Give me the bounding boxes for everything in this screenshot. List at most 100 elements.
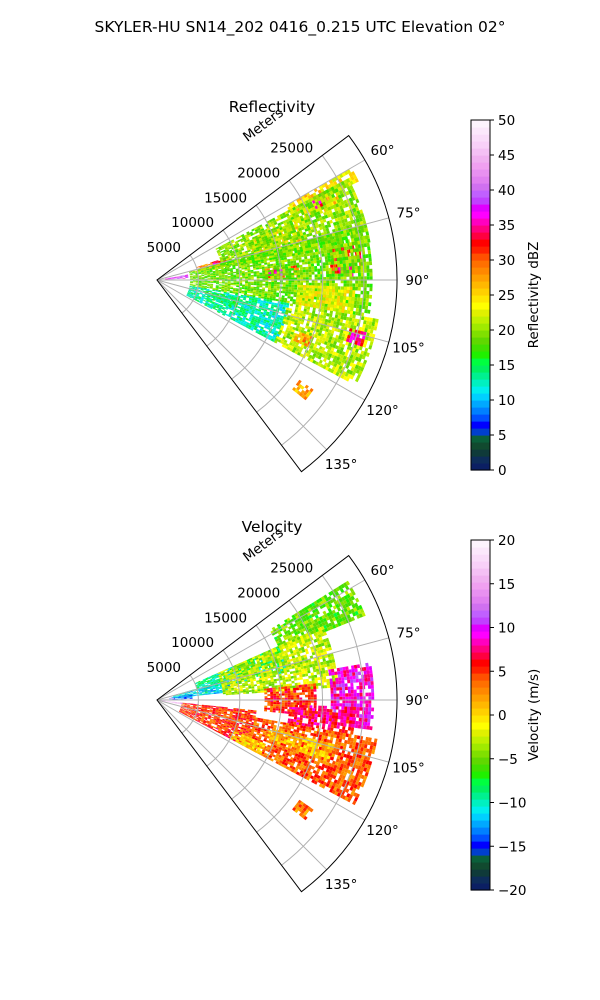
reflectivity-gate (270, 286, 274, 289)
reflectivity-gate (339, 257, 343, 261)
reflectivity-gate (215, 261, 219, 264)
reflectivity-gate (276, 292, 280, 295)
reflectivity-gate (244, 268, 248, 271)
reflectivity-gate (197, 269, 201, 271)
reflectivity-gate (339, 197, 344, 203)
reflectivity-gate (349, 269, 353, 274)
reflectivity-gate (335, 251, 339, 255)
reflectivity-gate (347, 177, 352, 182)
reflectivity-gate (211, 265, 215, 268)
reflectivity-gate (277, 230, 281, 234)
reflectivity-gate (327, 223, 332, 228)
reflectivity-colorbar-swatch (471, 127, 490, 135)
reflectivity-gate (338, 305, 343, 310)
reflectivity-gate (223, 258, 227, 261)
reflectivity-gate (267, 251, 272, 255)
reflectivity-gate (317, 193, 322, 198)
reflectivity-gate (326, 274, 330, 277)
reflectivity-gate (346, 186, 351, 191)
reflectivity-gate (333, 214, 338, 219)
reflectivity-gate (334, 273, 338, 277)
reflectivity-gate (198, 280, 202, 282)
reflectivity-gate (346, 289, 350, 294)
reflectivity-gate (329, 307, 334, 311)
reflectivity-gate (259, 239, 263, 243)
reflectivity-gate (357, 294, 361, 298)
reflectivity-gate (253, 281, 257, 284)
reflectivity-gate (368, 253, 372, 258)
reflectivity-gate (267, 245, 271, 249)
reflectivity-gate (220, 244, 224, 248)
reflectivity-gate (171, 277, 174, 279)
reflectivity-gate (341, 309, 345, 313)
reflectivity-gate (204, 273, 208, 275)
reflectivity-gate (348, 296, 352, 301)
reflectivity-gate (325, 189, 330, 194)
reflectivity-gate (285, 252, 289, 255)
reflectivity-gate (264, 235, 268, 239)
reflectivity-gate (333, 301, 337, 306)
reflectivity-gate (273, 288, 277, 291)
reflectivity-gate (328, 295, 332, 299)
reflectivity-gate (252, 261, 256, 264)
reflectivity-gate (241, 267, 245, 270)
reflectivity-gate (334, 261, 338, 265)
reflectivity-gate (296, 247, 300, 251)
reflectivity-gate (242, 259, 246, 262)
reflectivity-gate (308, 201, 313, 206)
reflectivity-theta-tick-label: 135° (325, 457, 358, 473)
reflectivity-gate (176, 277, 180, 278)
reflectivity-gate (221, 253, 225, 256)
reflectivity-gate (306, 233, 310, 237)
reflectivity-gate (292, 299, 296, 302)
reflectivity-gate (301, 205, 305, 210)
reflectivity-gate (338, 220, 343, 225)
reflectivity-gate (242, 276, 246, 279)
reflectivity-gate (171, 278, 174, 280)
reflectivity-gate (253, 255, 257, 258)
reflectivity-gate (215, 268, 219, 270)
reflectivity-gate (318, 207, 322, 212)
reflectivity-gate (285, 289, 289, 292)
reflectivity-gate (338, 234, 342, 238)
reflectivity-gate (256, 225, 260, 229)
reflectivity-gate (280, 255, 284, 259)
reflectivity-gate (256, 285, 260, 288)
reflectivity-gate (351, 204, 356, 209)
reflectivity-gate (346, 269, 350, 274)
reflectivity-gate (324, 193, 329, 198)
reflectivity-gate (271, 273, 274, 276)
reflectivity-gate (192, 275, 196, 277)
reflectivity-theta-tick-label: 60° (371, 143, 395, 159)
reflectivity-gate (300, 282, 303, 286)
reflectivity-gate (322, 228, 327, 233)
reflectivity-gate (337, 202, 342, 207)
reflectivity-gate (335, 308, 339, 312)
reflectivity-gate (327, 255, 331, 259)
reflectivity-gate (265, 276, 269, 279)
reflectivity-gate (363, 223, 368, 229)
reflectivity-gate (242, 237, 246, 240)
reflectivity-gate (302, 269, 306, 273)
reflectivity-gate (310, 229, 315, 233)
reflectivity-gate (317, 230, 321, 234)
reflectivity-gate (295, 267, 299, 271)
reflectivity-gate (338, 178, 343, 183)
reflectivity-gate (290, 246, 294, 250)
reflectivity-gate (265, 283, 269, 286)
reflectivity-gate (341, 253, 346, 258)
reflectivity-gate (319, 219, 324, 224)
reflectivity-gate (249, 231, 253, 235)
reflectivity-gate (202, 302, 205, 305)
reflectivity-gate (221, 284, 225, 286)
reflectivity-gate (213, 282, 217, 284)
reflectivity-gate (281, 264, 285, 267)
reflectivity-gate (295, 257, 299, 261)
reflectivity-gate (367, 309, 371, 314)
reflectivity-gate (358, 272, 361, 277)
reflectivity-gate (238, 249, 242, 252)
reflectivity-gate (210, 278, 214, 280)
reflectivity-gate (333, 241, 338, 246)
reflectivity-gate (364, 305, 369, 310)
